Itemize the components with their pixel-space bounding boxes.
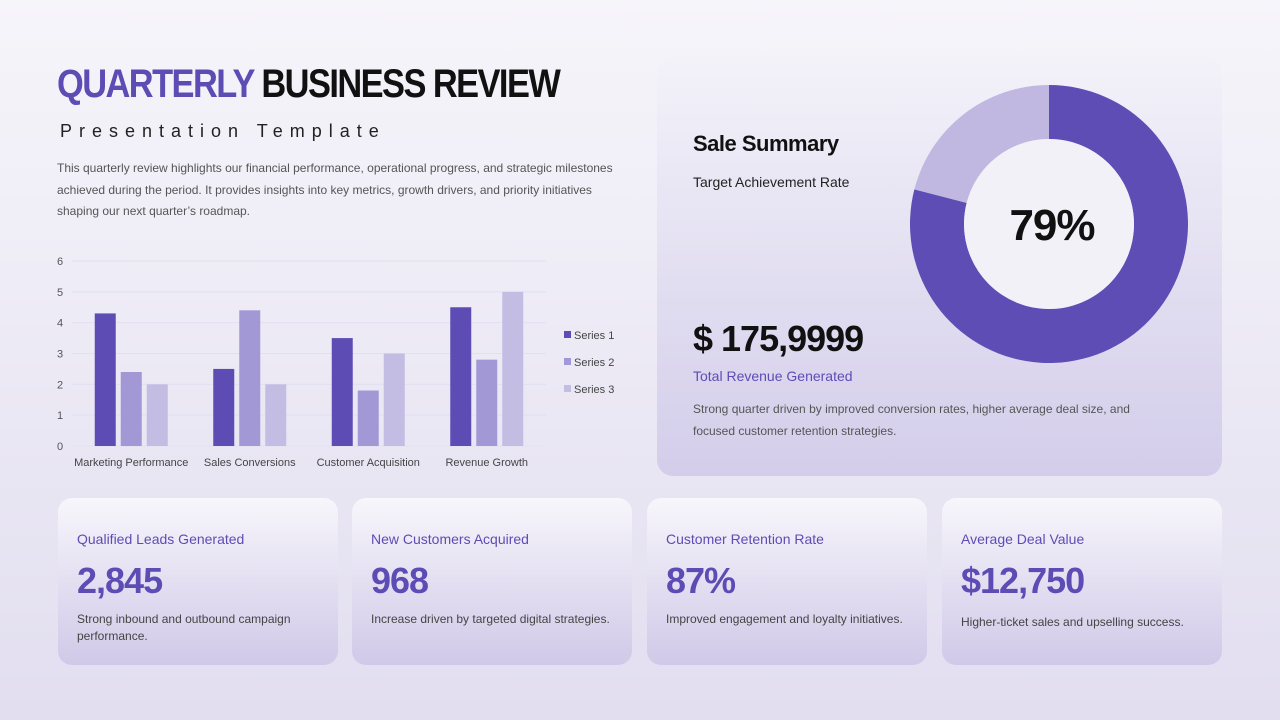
revenue-label: Total Revenue Generated — [693, 368, 853, 384]
x-tick-label: Marketing Performance — [74, 457, 188, 469]
kpi-label: Customer Retention Rate — [666, 531, 824, 547]
summary-note: Strong quarter driven by improved conver… — [693, 402, 1130, 438]
y-tick-label: 5 — [57, 287, 63, 299]
y-tick-label: 6 — [57, 256, 63, 268]
revenue: $ 175,9999 — [693, 318, 864, 359]
kpi-text: Strong inbound and outbound campaign per… — [77, 612, 291, 643]
bar — [357, 390, 379, 446]
title: QUARTERLY BUSINESS REVIEW — [57, 62, 561, 107]
kpi-value: 87% — [666, 560, 736, 601]
intro: This quarterly review highlights our fin… — [57, 161, 613, 218]
kpi-value: $12,750 — [961, 560, 1085, 601]
x-tick-label: Customer Acquisition — [317, 457, 420, 469]
kpi-text: Improved engagement and loyalty initiati… — [666, 612, 903, 626]
bar — [146, 384, 168, 446]
bar — [265, 384, 287, 446]
kpi-card: New Customers Acquired 968 Increase driven… — [352, 498, 632, 665]
donut-hole — [964, 139, 1134, 309]
kpi-card: Customer Retention Rate 87% Improved engag… — [647, 498, 927, 665]
x-tick-label: Revenue Growth — [445, 457, 528, 469]
y-tick-label: 3 — [57, 349, 63, 361]
legend-swatch — [564, 358, 571, 365]
summary-subtitle: Target Achievement Rate — [693, 174, 850, 190]
kpi-card: Qualified Leads Generated 2,845 Strong inb… — [58, 498, 338, 665]
bar — [450, 307, 472, 446]
kpi-text: Higher-ticket sales and upselling succes… — [961, 615, 1184, 629]
bar — [239, 310, 261, 446]
bar — [213, 368, 235, 446]
kpi-label: Qualified Leads Generated — [77, 531, 245, 547]
bar — [383, 353, 405, 446]
legend-swatch — [564, 385, 571, 392]
legend-label: Series 2 — [574, 357, 614, 369]
subtitle: Presentation Template — [60, 121, 386, 141]
title-accent: QUARTERLY — [57, 62, 255, 106]
kpi-value: 968 — [371, 560, 429, 601]
kpi-label: Average Deal Value — [961, 531, 1085, 547]
kpi-card: Average Deal Value $12,750 Higher-ticket s… — [942, 498, 1222, 665]
bar — [331, 338, 353, 446]
legend-label: Series 1 — [574, 330, 614, 342]
bar — [502, 291, 524, 446]
summary-title: Sale Summary — [693, 131, 839, 156]
kpi-value: 2,845 — [77, 560, 163, 601]
donut-segment — [914, 85, 1049, 203]
legend-label: Series 3 — [574, 384, 614, 396]
donut-label: 79% — [1009, 201, 1094, 250]
bar — [120, 372, 142, 446]
title-rest: BUSINESS REVIEW — [261, 62, 560, 106]
donut-segment — [910, 85, 1188, 363]
y-tick-label: 2 — [57, 379, 63, 391]
x-tick-label: Sales Conversions — [204, 457, 296, 469]
y-tick-label: 0 — [57, 441, 63, 453]
kpi-label: New Customers Acquired — [371, 531, 529, 547]
kpi-text: Increase driven by targeted digital stra… — [371, 612, 610, 626]
y-tick-label: 4 — [57, 318, 63, 330]
legend-swatch — [564, 331, 571, 338]
bar — [94, 313, 116, 446]
y-tick-label: 1 — [57, 410, 63, 422]
bar — [476, 359, 498, 446]
